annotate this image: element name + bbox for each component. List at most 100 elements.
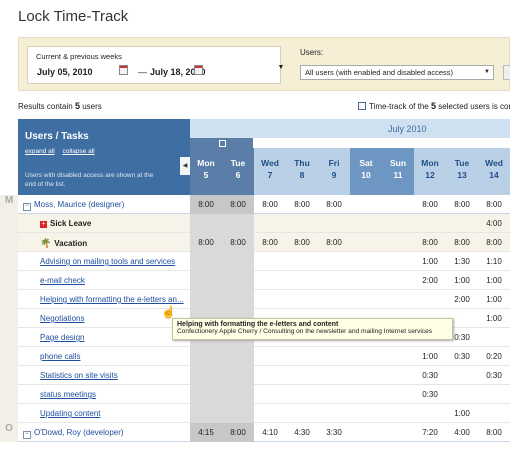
time-cell[interactable]: 4:15: [190, 423, 222, 442]
time-cell[interactable]: 8:00: [286, 195, 318, 214]
time-cell[interactable]: 4:00: [446, 423, 478, 442]
time-cell[interactable]: 2:00: [446, 290, 478, 309]
time-cell[interactable]: 2:00: [414, 271, 446, 290]
time-cell[interactable]: [318, 404, 350, 423]
time-cell[interactable]: 0:30: [414, 385, 446, 404]
time-cell[interactable]: 8:00: [222, 195, 254, 214]
task-link[interactable]: e-mail check: [40, 276, 85, 285]
time-cell[interactable]: [382, 271, 414, 290]
time-cell[interactable]: [190, 347, 222, 366]
time-cell[interactable]: [318, 214, 350, 233]
time-cell[interactable]: [190, 290, 222, 309]
time-cell[interactable]: [350, 214, 382, 233]
time-cell[interactable]: [286, 214, 318, 233]
time-cell[interactable]: [254, 290, 286, 309]
time-cell[interactable]: 0:30: [446, 328, 478, 347]
time-cell[interactable]: [222, 252, 254, 271]
task-link[interactable]: Advising on mailing tools and services: [40, 257, 175, 266]
time-cell[interactable]: [350, 233, 382, 252]
time-cell[interactable]: 3:30: [318, 423, 350, 442]
time-cell[interactable]: 8:00: [222, 233, 254, 252]
time-cell[interactable]: [254, 366, 286, 385]
time-cell[interactable]: [254, 404, 286, 423]
time-cell[interactable]: [190, 385, 222, 404]
collapse-all-link[interactable]: collapse all: [62, 148, 95, 155]
time-cell[interactable]: [350, 366, 382, 385]
task-link[interactable]: Negotiations: [40, 314, 84, 323]
task-link[interactable]: status meetings: [40, 390, 96, 399]
date-to-field[interactable]: July 18, 2010: [150, 67, 206, 77]
time-cell[interactable]: 1:00: [414, 347, 446, 366]
time-cell[interactable]: 8:00: [446, 195, 478, 214]
time-cell[interactable]: [190, 271, 222, 290]
time-cell[interactable]: 1:30: [446, 252, 478, 271]
calendar-from-icon[interactable]: [119, 65, 128, 75]
time-cell[interactable]: 4:30: [286, 423, 318, 442]
time-cell[interactable]: [254, 271, 286, 290]
time-cell[interactable]: [382, 233, 414, 252]
calendar-to-icon[interactable]: [194, 65, 203, 75]
time-cell[interactable]: [222, 385, 254, 404]
time-cell[interactable]: 1:00: [478, 290, 510, 309]
time-cell[interactable]: [286, 347, 318, 366]
time-cell[interactable]: 0:20: [478, 347, 510, 366]
time-cell[interactable]: [286, 404, 318, 423]
task-link[interactable]: Statistics on site visits: [40, 371, 118, 380]
time-cell[interactable]: [318, 347, 350, 366]
time-cell[interactable]: [382, 423, 414, 442]
time-cell[interactable]: [382, 404, 414, 423]
task-link[interactable]: phone calls: [40, 352, 80, 361]
time-cell[interactable]: [254, 347, 286, 366]
time-cell[interactable]: [318, 290, 350, 309]
time-cell[interactable]: [382, 214, 414, 233]
collapse-column-button[interactable]: ◀: [180, 157, 190, 175]
period-picker[interactable]: Current & previous weeks July 05, 2010 —…: [27, 46, 284, 84]
time-cell[interactable]: [382, 252, 414, 271]
task-link[interactable]: Updating content: [40, 409, 101, 418]
time-cell[interactable]: 8:00: [222, 423, 254, 442]
time-cell[interactable]: 7:20: [414, 423, 446, 442]
time-cell[interactable]: [414, 290, 446, 309]
time-cell[interactable]: [318, 271, 350, 290]
users-select[interactable]: All users (with enabled and disabled acc…: [300, 65, 494, 80]
time-cell[interactable]: 1:00: [414, 252, 446, 271]
time-cell[interactable]: 8:00: [318, 233, 350, 252]
time-cell[interactable]: 4:10: [254, 423, 286, 442]
time-cell[interactable]: [190, 404, 222, 423]
time-cell[interactable]: [350, 404, 382, 423]
time-cell[interactable]: 8:00: [446, 233, 478, 252]
collapse-icon[interactable]: −: [23, 203, 31, 211]
time-cell[interactable]: [190, 214, 222, 233]
time-cell[interactable]: 8:00: [286, 233, 318, 252]
time-cell[interactable]: 1:00: [446, 404, 478, 423]
task-link[interactable]: Helping with formatting the e-letters an…: [40, 295, 184, 304]
time-cell[interactable]: [318, 252, 350, 271]
time-cell[interactable]: [286, 271, 318, 290]
time-cell[interactable]: [222, 347, 254, 366]
time-cell[interactable]: [286, 290, 318, 309]
time-cell[interactable]: [478, 404, 510, 423]
time-cell[interactable]: [222, 271, 254, 290]
time-cell[interactable]: [286, 366, 318, 385]
time-cell[interactable]: 8:00: [478, 195, 510, 214]
user-name-toggle[interactable]: − Moss, Maurice (designer): [23, 200, 124, 211]
filter-apply-button[interactable]: [503, 65, 510, 80]
time-cell[interactable]: [350, 252, 382, 271]
time-cell[interactable]: [382, 195, 414, 214]
time-cell[interactable]: [350, 271, 382, 290]
time-cell[interactable]: [222, 290, 254, 309]
time-cell[interactable]: [350, 423, 382, 442]
time-cell[interactable]: [222, 366, 254, 385]
time-cell[interactable]: [414, 404, 446, 423]
time-cell[interactable]: [286, 252, 318, 271]
time-cell[interactable]: [446, 366, 478, 385]
time-cell[interactable]: 8:00: [414, 195, 446, 214]
time-cell[interactable]: [254, 252, 286, 271]
time-cell[interactable]: 0:30: [414, 366, 446, 385]
time-cell[interactable]: [254, 214, 286, 233]
time-cell[interactable]: [350, 347, 382, 366]
time-cell[interactable]: 1:10: [478, 252, 510, 271]
user-name-toggle[interactable]: − O'Dowd, Roy (developer): [23, 428, 124, 439]
time-cell[interactable]: [286, 385, 318, 404]
time-cell[interactable]: 1:00: [478, 309, 510, 328]
